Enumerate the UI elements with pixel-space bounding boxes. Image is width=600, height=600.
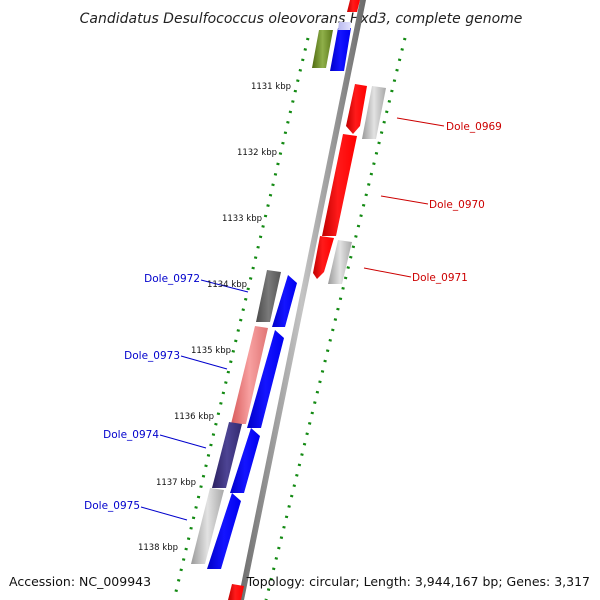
genome-summary-text: Topology: circular; Length: 3,944,167 bp… bbox=[246, 574, 590, 589]
gene-dole-0969-gray bbox=[362, 86, 386, 139]
tick-label-1137: 1137 kbp bbox=[156, 478, 196, 488]
gene-top-blue bbox=[330, 28, 351, 71]
gene-label-dole-0975: Dole_0975 bbox=[84, 500, 140, 512]
gene-bottom-red bbox=[228, 584, 244, 600]
tick-label-1133: 1133 kbp bbox=[222, 214, 262, 224]
gene-label-dole-0970: Dole_0970 bbox=[429, 199, 485, 211]
tick-label-1134: 1134 kbp bbox=[207, 280, 247, 290]
gene-dole-0973-blue bbox=[247, 330, 284, 428]
gene-dole-0974 bbox=[212, 422, 242, 488]
gene-dole-0972-blue bbox=[272, 275, 297, 327]
gene-label-dole-0972: Dole_0972 bbox=[144, 273, 200, 285]
tick-label-1131: 1131 kbp bbox=[251, 82, 291, 92]
gene-dole-0972 bbox=[256, 270, 281, 322]
gene-top-olive bbox=[312, 30, 333, 68]
gene-dole-0971-gray bbox=[328, 240, 352, 284]
gene-dole-0975 bbox=[191, 488, 224, 564]
tick-label-1136: 1136 kbp bbox=[174, 412, 214, 422]
gene-dole-0970 bbox=[322, 134, 357, 236]
tick-label-1135: 1135 kbp bbox=[191, 346, 231, 356]
gene-top-lavender bbox=[338, 22, 351, 30]
gene-dole-0973 bbox=[231, 326, 268, 424]
gene-label-dole-0973: Dole_0973 bbox=[124, 350, 180, 362]
gene-dole-0974-blue bbox=[230, 428, 260, 493]
map-title: Candidatus Desulfococcus oleovorans Hxd3… bbox=[80, 11, 523, 27]
gene-label-dole-0971: Dole_0971 bbox=[412, 272, 468, 284]
label-leader-lines bbox=[140, 117, 445, 521]
gene-label-dole-0969: Dole_0969 bbox=[446, 121, 502, 133]
gene-top-red bbox=[347, 0, 360, 12]
tick-ring-inner bbox=[172, 37, 310, 600]
tick-ring-outer bbox=[264, 37, 407, 600]
accession-text: Accession: NC_009943 bbox=[9, 574, 151, 589]
genome-backbone bbox=[238, 0, 366, 600]
gene-dole-0975-blue bbox=[207, 493, 241, 569]
gene-dole-0969 bbox=[346, 84, 367, 134]
tick-label-1138: 1138 kbp bbox=[138, 543, 178, 553]
tick-label-1132: 1132 kbp bbox=[237, 148, 277, 158]
gene-dole-0971 bbox=[313, 236, 334, 279]
gene-label-dole-0974: Dole_0974 bbox=[103, 429, 159, 441]
